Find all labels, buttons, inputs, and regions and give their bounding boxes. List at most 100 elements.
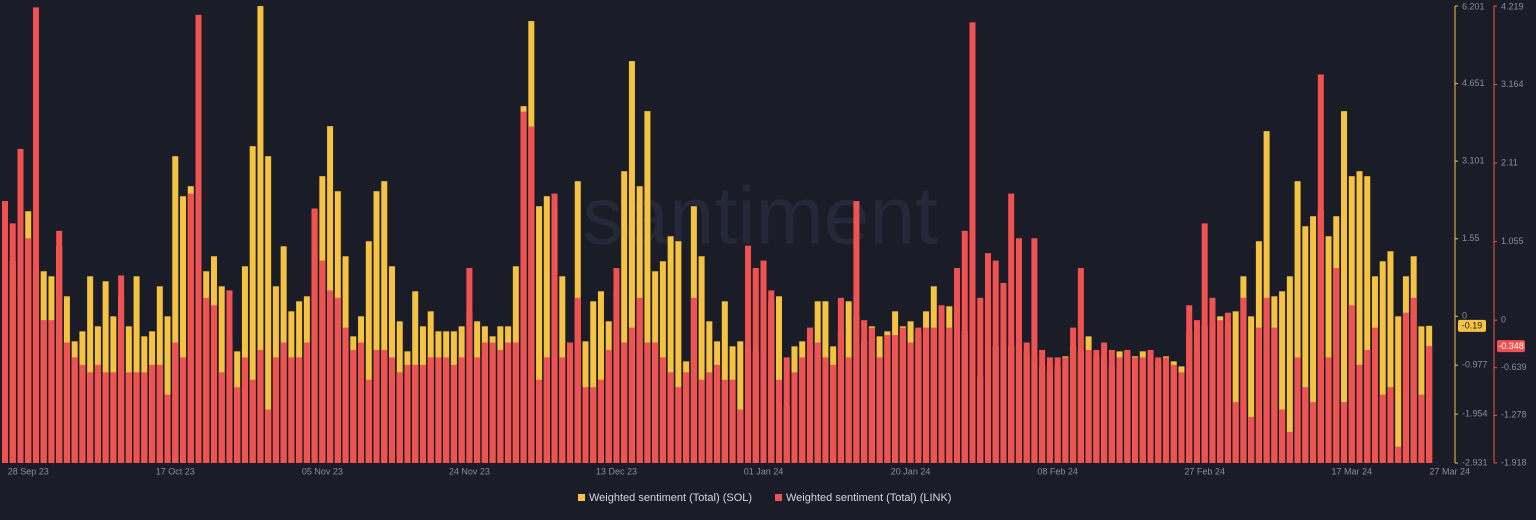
y-tick-label: -2.931 <box>1462 457 1488 467</box>
bar <box>32 7 39 464</box>
bar <box>296 357 303 463</box>
bar <box>110 372 117 463</box>
bar <box>1147 349 1154 463</box>
bar <box>427 357 434 463</box>
y-tick-label: 0 <box>1462 311 1467 321</box>
bar <box>56 230 63 463</box>
bar <box>652 342 659 463</box>
bar <box>536 206 543 463</box>
bar <box>218 372 225 463</box>
bar <box>234 387 241 463</box>
bar <box>706 372 713 463</box>
bar <box>690 297 697 463</box>
bar <box>125 372 132 463</box>
bar <box>853 201 860 463</box>
bar <box>543 196 550 463</box>
bar <box>373 191 380 464</box>
bar <box>443 357 450 463</box>
bar <box>466 268 473 463</box>
x-tick-label: 05 Nov 23 <box>302 466 343 476</box>
bar <box>17 148 24 463</box>
y2-tick-label: 1.055 <box>1501 236 1524 246</box>
bar <box>79 364 86 463</box>
bar <box>628 61 635 463</box>
bar <box>1310 402 1317 463</box>
bar <box>327 290 334 463</box>
bar <box>1178 372 1185 463</box>
legend-swatch[interactable] <box>775 494 782 501</box>
bar <box>1077 268 1084 463</box>
bar <box>1387 387 1394 463</box>
bar <box>1379 394 1386 463</box>
bar <box>458 357 465 463</box>
bar <box>489 342 496 463</box>
x-tick-label: 28 Sep 23 <box>8 466 49 476</box>
bar <box>1093 349 1100 463</box>
bar <box>1279 409 1286 463</box>
bar <box>907 342 914 463</box>
bar <box>791 372 798 463</box>
bar <box>272 357 279 463</box>
bar <box>365 379 372 463</box>
x-tick-label: 01 Jan 24 <box>744 466 784 476</box>
bar <box>543 357 550 463</box>
bar <box>946 327 953 463</box>
bar <box>412 364 419 463</box>
bar <box>899 327 906 463</box>
bar <box>845 357 852 463</box>
last-value-label: -0.348 <box>1498 341 1524 351</box>
last-value-badge <box>1458 319 1486 332</box>
bar <box>1271 327 1278 463</box>
bar <box>1232 402 1239 463</box>
bar <box>1085 349 1092 463</box>
legend-label[interactable]: Weighted sentiment (Total) (SOL) <box>589 492 752 504</box>
bar <box>1062 357 1069 463</box>
bar <box>195 14 202 463</box>
bar <box>1054 357 1061 463</box>
bar <box>915 327 922 463</box>
bar <box>1046 357 1053 463</box>
bar <box>48 320 55 463</box>
bar <box>1294 181 1301 463</box>
bar <box>737 341 744 463</box>
bar <box>1341 402 1348 463</box>
legend-swatch[interactable] <box>578 494 585 501</box>
bar <box>520 111 527 463</box>
bar <box>1333 268 1340 463</box>
bar <box>1341 111 1348 463</box>
bar <box>1023 342 1030 463</box>
bar <box>551 193 558 463</box>
bar <box>1209 297 1216 463</box>
bar <box>141 372 148 463</box>
legend-label[interactable]: Weighted sentiment (Total) (LINK) <box>786 492 951 504</box>
bar <box>102 281 109 463</box>
bar <box>133 372 140 463</box>
bar <box>644 342 651 463</box>
bar <box>992 260 999 463</box>
bar <box>404 364 411 463</box>
x-tick-label: 27 Feb 24 <box>1184 466 1225 476</box>
bar <box>497 349 504 463</box>
x-tick-label: 08 Feb 24 <box>1037 466 1078 476</box>
bar <box>1294 357 1301 463</box>
bar <box>419 364 426 463</box>
bar <box>133 276 140 463</box>
bar <box>536 379 543 463</box>
bar <box>930 327 937 463</box>
bar <box>977 297 984 463</box>
bar <box>752 268 759 463</box>
bar <box>1356 364 1363 463</box>
bar <box>156 364 163 463</box>
bar <box>280 342 287 463</box>
bar <box>760 260 767 463</box>
bar <box>659 357 666 463</box>
bar <box>1193 320 1200 463</box>
bar <box>1325 357 1332 463</box>
bar <box>396 372 403 463</box>
bar <box>1310 216 1317 463</box>
bar <box>1000 282 1007 463</box>
bar <box>729 379 736 463</box>
bar <box>961 230 968 463</box>
y-tick-label: -1.954 <box>1462 408 1488 418</box>
bar <box>1263 297 1270 463</box>
